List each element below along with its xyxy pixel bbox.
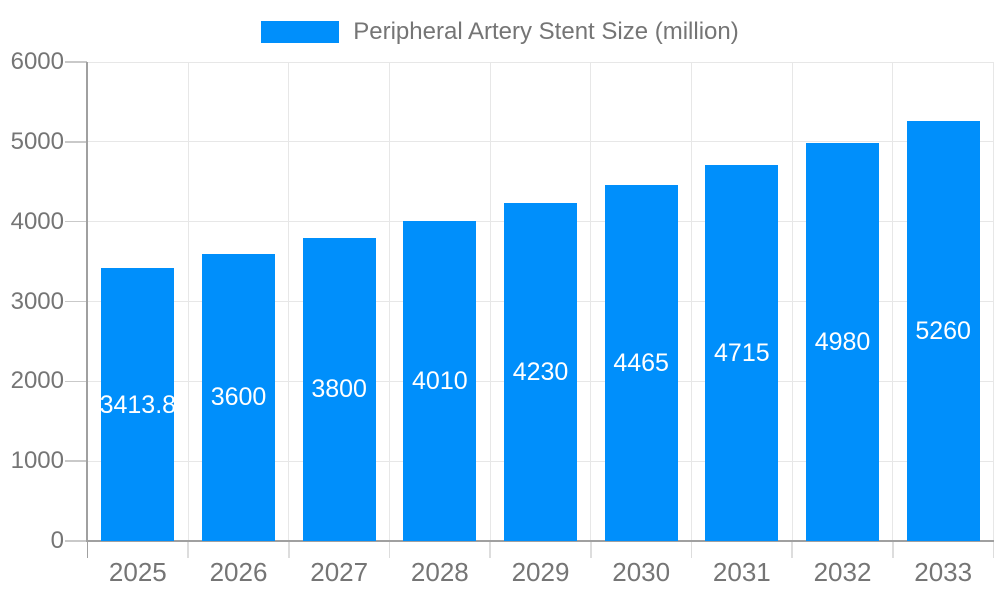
gridline-vertical <box>892 62 894 541</box>
x-axis-label: 2030 <box>612 557 671 587</box>
x-axis-tick <box>590 541 592 558</box>
y-axis-tick <box>65 300 87 303</box>
y-axis-tick <box>65 460 87 462</box>
x-axis-label: 2027 <box>310 557 369 587</box>
x-axis-tick <box>288 541 290 558</box>
bar-2030[interactable] <box>604 184 678 541</box>
bar-2027[interactable] <box>302 237 376 541</box>
x-axis-tick <box>690 541 693 558</box>
bar-value-label: 4980 <box>814 328 871 357</box>
y-axis-tick <box>65 141 87 143</box>
y-axis-label: 1000 <box>10 447 64 475</box>
legend-swatch[interactable] <box>261 21 340 43</box>
gridline-horizontal <box>87 61 994 63</box>
x-axis-label: 2033 <box>914 557 973 587</box>
bar-value-label: 3800 <box>311 375 367 404</box>
x-axis-label: 2032 <box>813 557 872 587</box>
gridline-vertical <box>187 62 189 541</box>
gridline-vertical <box>993 62 994 541</box>
x-axis-tick <box>791 541 793 558</box>
bar-value-label: 3413.8 <box>99 390 177 419</box>
gridline-vertical <box>389 62 390 541</box>
gridline-vertical <box>489 62 491 541</box>
bar-2032[interactable] <box>806 143 879 541</box>
x-axis-tick <box>892 541 894 558</box>
x-axis-label: 2031 <box>712 557 771 587</box>
x-axis-tick <box>86 541 89 558</box>
y-axis-label: 5000 <box>10 127 64 155</box>
y-axis-label: 6000 <box>10 48 64 75</box>
gridline-vertical <box>791 62 793 541</box>
legend[interactable]: Peripheral Artery Stent Size (million) <box>0 18 1000 46</box>
y-axis-label: 2000 <box>10 367 64 395</box>
y-axis-tick <box>65 61 87 63</box>
y-axis-line <box>86 62 88 541</box>
x-axis-tick <box>187 541 189 558</box>
gridline-vertical <box>691 62 692 541</box>
y-axis-tick <box>65 540 87 542</box>
y-axis-tick <box>65 380 87 383</box>
bar-value-label: 4230 <box>512 358 569 387</box>
gridline-horizontal <box>87 141 994 143</box>
bar-2026[interactable] <box>202 253 275 541</box>
x-axis-label: 2028 <box>410 557 469 587</box>
bar-2029[interactable] <box>504 203 577 541</box>
bar-2028[interactable] <box>403 220 477 541</box>
bar-2025[interactable] <box>101 268 175 541</box>
y-axis-label: 4000 <box>10 207 64 235</box>
x-axis-label: 2029 <box>511 557 570 587</box>
gridline-vertical <box>590 62 592 541</box>
gridline-vertical <box>288 62 290 541</box>
bar-2033[interactable] <box>906 121 980 541</box>
bar-value-label: 4010 <box>412 366 468 395</box>
y-axis-label: 3000 <box>10 287 64 315</box>
x-axis-line <box>86 540 994 542</box>
bar-value-label: 4715 <box>714 338 770 367</box>
bar-value-label: 4465 <box>613 348 669 377</box>
legend-label: Peripheral Artery Stent Size (million) <box>353 18 739 45</box>
bar-value-label: 3600 <box>210 383 267 412</box>
bar-2031[interactable] <box>705 164 779 541</box>
x-axis-tick <box>489 541 491 558</box>
x-axis-tick <box>992 541 995 558</box>
x-axis-label: 2025 <box>108 557 167 587</box>
x-axis-tick <box>388 541 391 558</box>
y-axis-label: 0 <box>50 527 64 554</box>
x-axis-label: 2026 <box>209 557 268 587</box>
y-axis-tick <box>65 220 87 223</box>
bar-value-label: 5260 <box>915 317 971 346</box>
